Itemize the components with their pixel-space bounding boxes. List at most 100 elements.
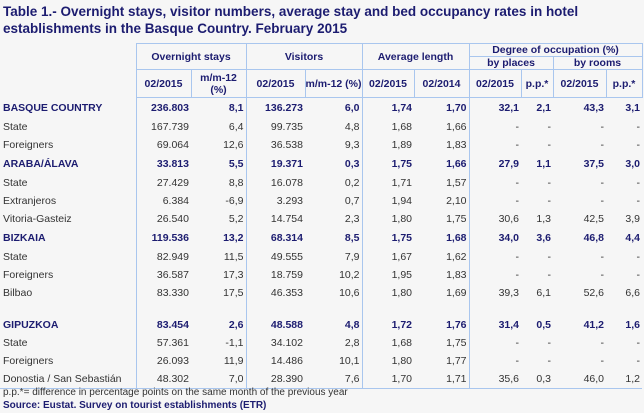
table-cell: 4,8 [305, 118, 363, 136]
table-cell: - [600, 251, 605, 263]
table-cell: 136.273 [265, 102, 303, 114]
table-cell: 48.302 [136, 370, 191, 389]
table-cell: 3,6 [536, 232, 551, 244]
table-cell: - [547, 355, 552, 367]
table-cell: - [515, 139, 520, 151]
row-label: Foreigners [0, 352, 137, 370]
table-cell: 7,6 [305, 370, 363, 389]
table-cell: 36.587 [156, 269, 189, 281]
header-degree-occupation: Degree of occupation (%) [468, 43, 643, 57]
table-cell: - [600, 195, 605, 207]
table-cell: 7,9 [305, 248, 363, 266]
table-cell: 37,5 [583, 158, 604, 170]
table-cell: 69.064 [156, 139, 189, 151]
table-cell: 39,3 [498, 287, 519, 299]
row-label: State [0, 248, 137, 266]
table-row: BASQUE COUNTRY 236.803 8,1 136.273 6,0 1,74 1,… [0, 97, 642, 118]
table-cell: 26.093 [156, 355, 189, 367]
table-cell: 1,75 [391, 232, 412, 244]
table-cell: 1,72 [391, 319, 412, 331]
table-cell: 2,8 [305, 334, 363, 352]
table-cell: 36.538 [270, 139, 303, 151]
table-cell: 167.739 [151, 121, 189, 133]
header-by-rooms: by rooms [552, 56, 643, 70]
subheader-cell: p.p.* [605, 69, 643, 98]
table-cell: 32,1 [498, 102, 519, 114]
table-row: Donostia / San Sebastián 48.302 7,0 28.390 7… [0, 370, 642, 389]
corner-cell [0, 69, 137, 98]
table-cell: 1,70 [362, 370, 414, 389]
table-cell: 1,94 [391, 195, 412, 207]
table-cell: - [636, 121, 641, 133]
table-cell: 0,5 [536, 319, 551, 331]
table-cell: 1,83 [414, 266, 470, 284]
row-label: Foreigners [0, 136, 137, 154]
subheader-cell: 02/2015 [135, 69, 192, 98]
table-cell: 26.540 [156, 213, 189, 225]
table-cell: 1,76 [414, 302, 470, 334]
table-cell: 82.949 [156, 251, 189, 263]
table-cell: 1,1 [536, 158, 551, 170]
table-cell: 7,0 [191, 370, 247, 389]
table-cell: 1,67 [391, 251, 412, 263]
table-cell: - [547, 139, 552, 151]
subheader-cell: 02/2015 [245, 69, 306, 98]
table-cell: 42,5 [583, 213, 604, 225]
table-row: Foreigners 69.064 12,6 36.538 9,3 1,89 1,83 - - -… [0, 136, 642, 154]
table-cell: 68.314 [270, 232, 303, 244]
table-cell: - [547, 337, 552, 349]
table-cell: 1,80 [391, 287, 412, 299]
header-average-length: Average length [361, 43, 470, 70]
subheader-cell: 02/2015 [361, 69, 415, 98]
table-row: Foreigners 26.093 11,9 14.486 10,1 1,80 1,77 - -… [0, 352, 642, 370]
table-cell: 3,1 [625, 102, 640, 114]
table-cell: 43,3 [583, 102, 604, 114]
table-cell: 57.361 [156, 337, 189, 349]
header-by-places: by places [468, 56, 554, 70]
table-row: ARABA/ÁLAVA 33.813 5,5 19.371 0,3 1,75 1,66 27,… [0, 154, 642, 174]
table-cell: - [515, 337, 520, 349]
table-cell: 8,8 [191, 174, 247, 192]
footnote: p.p.*= difference in percentage points o… [3, 387, 348, 398]
row-label: BIZKAIA [0, 228, 137, 248]
table-cell: 99.735 [270, 121, 303, 133]
table-cell: 1,80 [391, 355, 412, 367]
table-cell: 34,0 [498, 232, 519, 244]
table-cell: 31,4 [498, 319, 519, 331]
row-label: Foreigners [0, 266, 137, 284]
table-cell: - [636, 337, 641, 349]
table-cell: 19.371 [270, 158, 303, 170]
table-cell: 12,6 [191, 136, 247, 154]
table-cell: 35,6 [469, 370, 521, 389]
table-cell: 13,2 [191, 228, 247, 248]
table-cell: 6,4 [191, 118, 247, 136]
table-cell: 3,0 [625, 158, 640, 170]
table-cell: 4,4 [625, 232, 640, 244]
table-cell: 1,62 [414, 248, 470, 266]
table-row: State 167.739 6,4 99.735 4,8 1,68 1,66 - - - - [0, 118, 642, 136]
table-cell: 49.555 [270, 251, 303, 263]
table-cell: 27,9 [498, 158, 519, 170]
table-row: State 82.949 11,5 49.555 7,9 1,67 1,62 - - - - [0, 248, 642, 266]
table-cell: - [600, 177, 605, 189]
row-label: State [0, 174, 137, 192]
statistics-table: Overnight stays Visitors Average length … [0, 43, 643, 389]
table-cell: 1,77 [414, 352, 470, 370]
table-cell: - [600, 139, 605, 151]
table-cell: 0,7 [305, 192, 363, 210]
subheader-cell: p.p.* [520, 69, 554, 98]
table-cell: 10,1 [305, 352, 363, 370]
table-cell: 2,1 [536, 102, 551, 114]
table-cell: 34.102 [270, 337, 303, 349]
table-cell: 41,2 [583, 319, 604, 331]
table-cell: - [515, 355, 520, 367]
table-row: Vitoria-Gasteiz 26.540 5,2 14.754 2,3 1,80 1,7… [0, 210, 642, 228]
table-cell: 236.803 [151, 102, 189, 114]
table-cell: - [515, 251, 520, 263]
table-cell: - [547, 121, 552, 133]
table-cell: - [600, 337, 605, 349]
table-cell: 1,3 [536, 213, 551, 225]
table-cell: 14.754 [270, 213, 303, 225]
row-label: GIPUZKOA [0, 302, 137, 334]
table-cell: 28.390 [246, 370, 305, 389]
